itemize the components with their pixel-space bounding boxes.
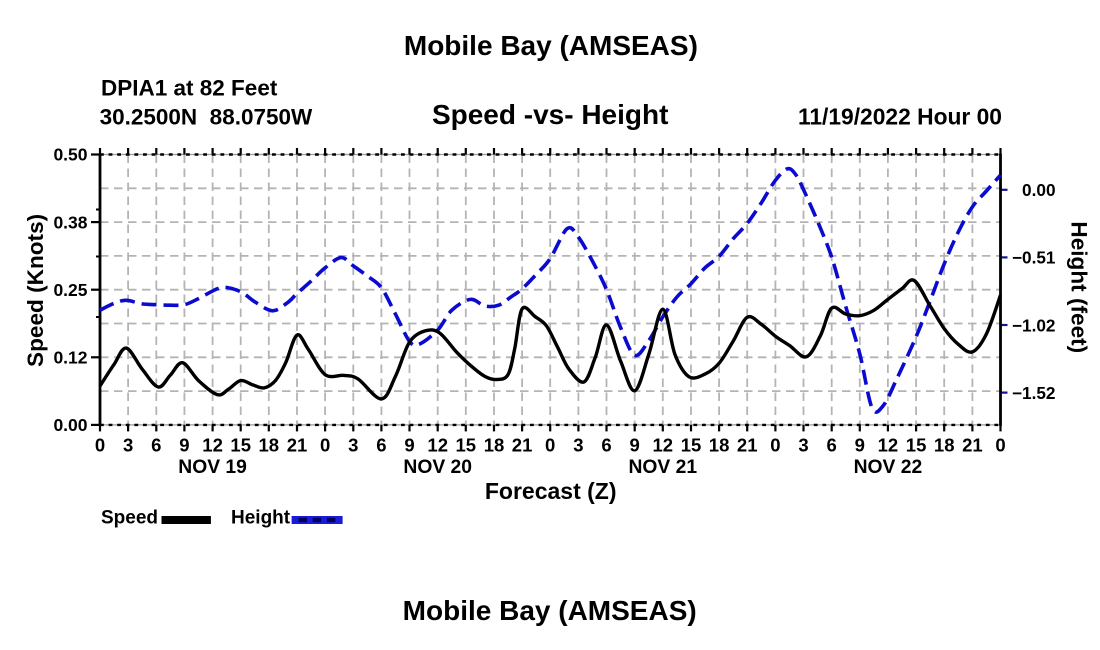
svg-text:21: 21 (287, 434, 308, 455)
svg-text:11/19/2022 Hour 00: 11/19/2022 Hour 00 (798, 104, 1002, 130)
svg-text:0.50: 0.50 (53, 145, 87, 165)
svg-text:3: 3 (123, 434, 133, 455)
svg-text:−0.51: −0.51 (1012, 248, 1056, 268)
svg-text:30.2500N 88.0750W: 30.2500N 88.0750W (100, 105, 313, 130)
svg-text:9: 9 (179, 434, 189, 455)
svg-text:15: 15 (456, 434, 477, 455)
svg-text:18: 18 (259, 434, 280, 455)
svg-text:Forecast (Z): Forecast (Z) (485, 478, 617, 504)
svg-text:0: 0 (770, 434, 780, 455)
svg-text:Speed: Speed (101, 508, 158, 529)
svg-text:21: 21 (962, 434, 983, 455)
svg-text:0: 0 (95, 434, 105, 455)
svg-text:15: 15 (230, 434, 251, 455)
svg-text:21: 21 (737, 434, 758, 455)
svg-text:Height (feet): Height (feet) (1067, 221, 1092, 353)
svg-text:DPIA1 at 82 Feet: DPIA1 at 82 Feet (101, 75, 278, 100)
svg-text:NOV 21: NOV 21 (629, 457, 698, 478)
svg-text:NOV 19: NOV 19 (178, 457, 247, 478)
svg-text:3: 3 (573, 434, 583, 455)
svg-text:6: 6 (376, 434, 386, 455)
svg-text:Mobile Bay (AMSEAS): Mobile Bay (AMSEAS) (404, 30, 698, 61)
svg-text:12: 12 (653, 434, 674, 455)
svg-text:0.25: 0.25 (53, 280, 87, 300)
svg-text:−1.52: −1.52 (1012, 383, 1056, 403)
svg-text:NOV 22: NOV 22 (854, 457, 923, 478)
svg-text:9: 9 (855, 434, 865, 455)
svg-text:18: 18 (934, 434, 955, 455)
svg-text:Speed -vs- Height: Speed -vs- Height (432, 99, 668, 130)
svg-text:0: 0 (995, 434, 1005, 455)
svg-text:3: 3 (348, 434, 358, 455)
svg-text:3: 3 (798, 434, 808, 455)
svg-text:6: 6 (827, 434, 837, 455)
svg-text:9: 9 (404, 434, 414, 455)
svg-text:Height: Height (231, 508, 291, 529)
svg-text:−1.02: −1.02 (1012, 315, 1056, 335)
svg-text:NOV 20: NOV 20 (403, 457, 472, 478)
svg-text:6: 6 (601, 434, 611, 455)
svg-text:0.00: 0.00 (1022, 180, 1055, 200)
svg-text:0.38: 0.38 (53, 212, 87, 232)
svg-text:0: 0 (545, 434, 555, 455)
svg-text:Speed (Knots): Speed (Knots) (23, 214, 48, 367)
svg-text:12: 12 (202, 434, 223, 455)
svg-text:12: 12 (427, 434, 448, 455)
svg-text:15: 15 (906, 434, 927, 455)
svg-text:15: 15 (681, 434, 702, 455)
svg-text:6: 6 (151, 434, 161, 455)
svg-text:0: 0 (320, 434, 330, 455)
svg-text:18: 18 (484, 434, 505, 455)
svg-text:0.12: 0.12 (53, 348, 87, 368)
svg-text:18: 18 (709, 434, 730, 455)
svg-text:Mobile Bay (AMSEAS): Mobile Bay (AMSEAS) (403, 595, 697, 626)
svg-text:9: 9 (630, 434, 640, 455)
svg-text:21: 21 (512, 434, 533, 455)
svg-text:0.00: 0.00 (53, 415, 87, 435)
svg-text:12: 12 (878, 434, 899, 455)
